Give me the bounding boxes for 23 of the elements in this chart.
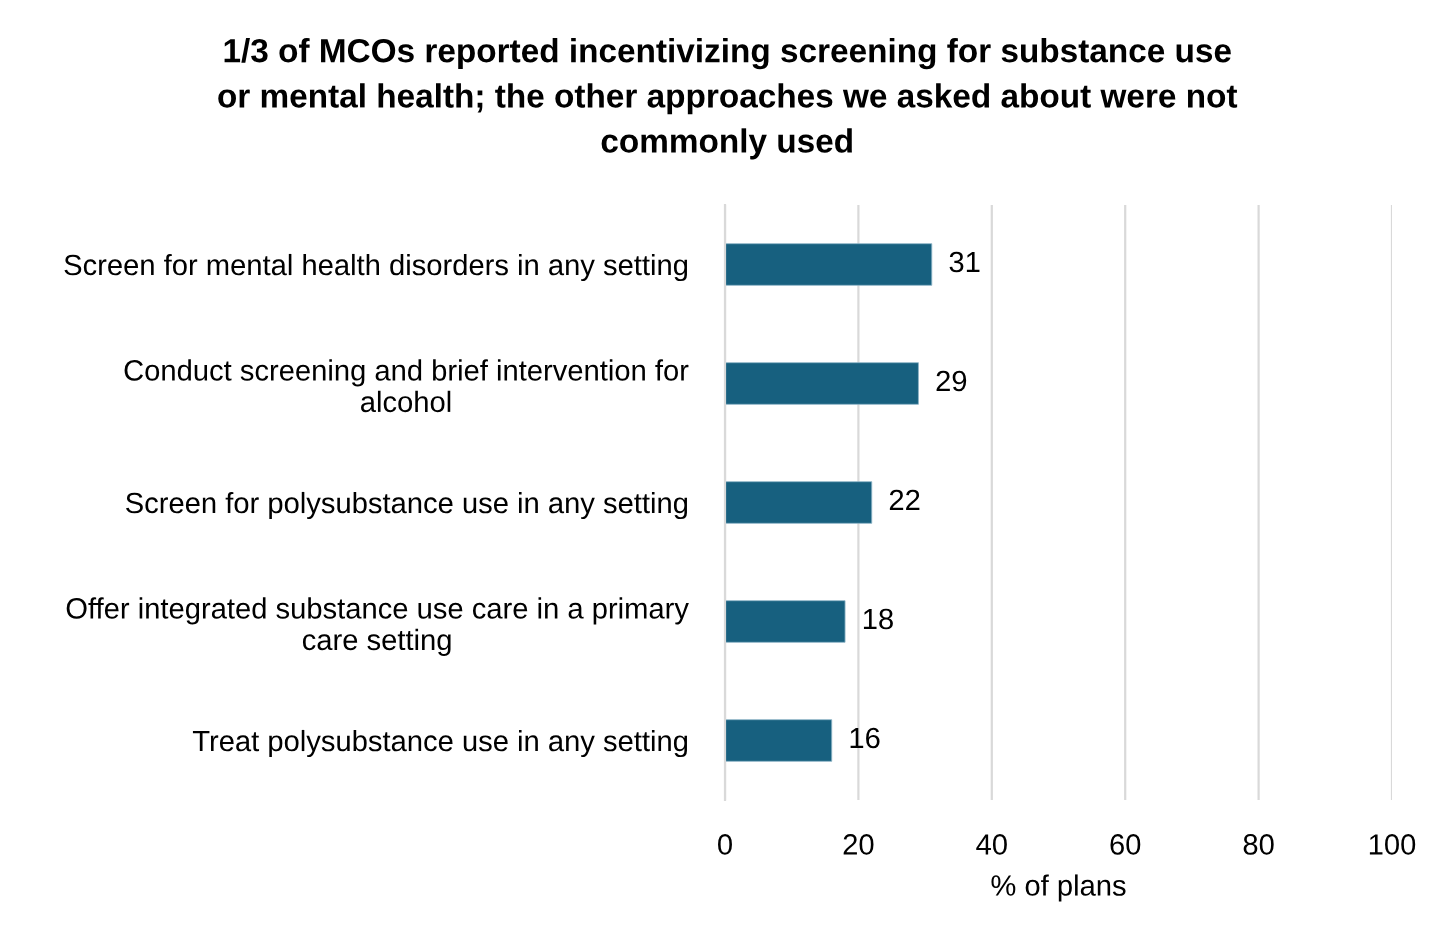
x-tick-label: 20 — [843, 834, 874, 855]
x-tick-label: 0 — [718, 834, 732, 855]
data-label: 18 — [863, 608, 893, 630]
y-tick-label: Conduct screening and brief intervention for alcohol — [124, 359, 689, 413]
y-tick-label: Screen for mental health disorders in any setting — [64, 253, 688, 282]
bar — [725, 243, 933, 286]
y-tick-label: Treat polysubstance use in any setting — [192, 729, 688, 758]
bar — [725, 362, 919, 405]
y-tick-label: Offer integrated substance use care in a primary care setting — [66, 597, 689, 656]
data-label: 16 — [850, 727, 880, 749]
data-label: 31 — [949, 251, 980, 273]
x-tick-label: 60 — [1110, 834, 1141, 855]
data-label: 22 — [889, 489, 920, 511]
bar — [725, 719, 833, 762]
y-tick-label: Screen for polysubstance use in any setting — [126, 491, 688, 520]
x-tick-label: 100 — [1369, 834, 1416, 855]
x-tick-label: 80 — [1243, 834, 1274, 855]
x-axis-title: % of plans — [991, 874, 1126, 902]
bar — [725, 481, 873, 524]
chart-title: 1/3 of MCOs reported incentivizing screening for substance use or mental health; the other approaches we asked about were not commonly used — [218, 38, 1238, 160]
x-tick-label: 40 — [976, 834, 1007, 855]
data-label: 29 — [936, 370, 967, 392]
bar — [725, 600, 846, 643]
